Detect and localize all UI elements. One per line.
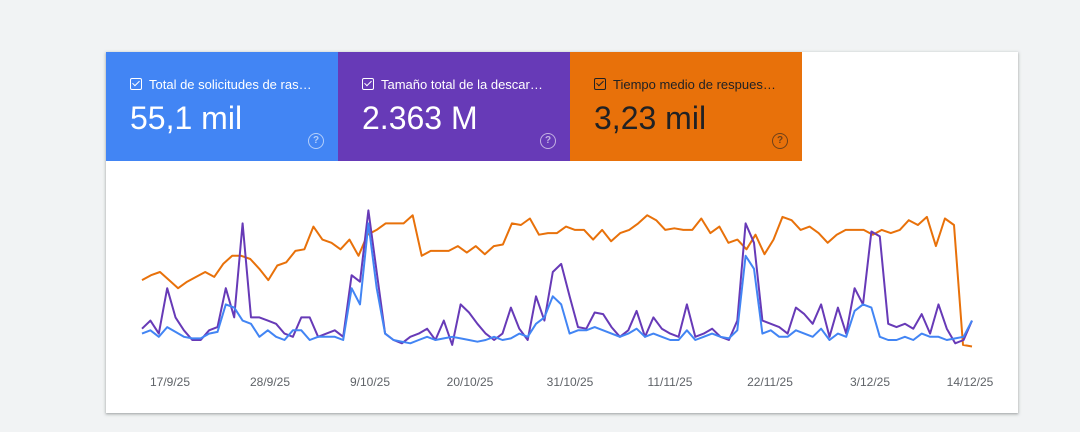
x-tick-label: 3/12/25 <box>850 375 890 389</box>
x-tick-label: 20/10/25 <box>447 375 494 389</box>
x-tick-label: 31/10/25 <box>547 375 594 389</box>
metric-label: Tiempo medio de respuest… <box>613 76 778 92</box>
metric-label: Total de solicitudes de rast… <box>149 76 314 92</box>
metric-value: 3,23 mil <box>594 100 707 136</box>
help-icon[interactable]: ? <box>308 133 324 149</box>
help-icon[interactable]: ? <box>772 133 788 149</box>
metric-value: 55,1 mil <box>130 100 243 136</box>
metric-tile-header: Total de solicitudes de rast… <box>130 76 338 92</box>
checkbox-checked-icon[interactable] <box>130 78 142 90</box>
metric-tile-response-time[interactable]: Tiempo medio de respuest… 3,23 mil ? <box>570 52 802 161</box>
metric-tile-header: Tiempo medio de respuest… <box>594 76 802 92</box>
x-tick-label: 28/9/25 <box>250 375 290 389</box>
series-lines <box>141 209 973 348</box>
series-total-requests <box>141 222 973 345</box>
x-tick-label: 11/11/25 <box>648 375 693 389</box>
metric-tile-download-size[interactable]: Tamaño total de la descar… 2.363 M ? <box>338 52 570 161</box>
line-chart: 17/9/25 28/9/25 9/10/25 20/10/25 31/10/25 11/… <box>141 209 994 389</box>
checkbox-checked-icon[interactable] <box>362 78 374 90</box>
metric-tiles: Total de solicitudes de rast… 55,1 mil ?… <box>106 52 802 161</box>
metric-value: 2.363 M <box>362 100 478 136</box>
x-tick-label: 17/9/25 <box>150 375 190 389</box>
metric-label: Tamaño total de la descar… <box>381 76 543 92</box>
help-icon[interactable]: ? <box>540 133 556 149</box>
checkbox-checked-icon[interactable] <box>594 78 606 90</box>
metric-tile-total-requests[interactable]: Total de solicitudes de rast… 55,1 mil ? <box>106 52 338 161</box>
crawl-stats-card: Total de solicitudes de rast… 55,1 mil ?… <box>106 52 1018 413</box>
series-response-time <box>141 214 973 348</box>
x-axis-tick-labels: 17/9/25 28/9/25 9/10/25 20/10/25 31/10/25 11/… <box>150 375 994 389</box>
series-download-size <box>141 209 973 346</box>
metric-tile-header: Tamaño total de la descar… <box>362 76 570 92</box>
x-tick-label: 22/11/25 <box>747 375 793 389</box>
x-tick-label: 14/12/25 <box>947 375 994 389</box>
x-tick-label: 9/10/25 <box>350 375 390 389</box>
